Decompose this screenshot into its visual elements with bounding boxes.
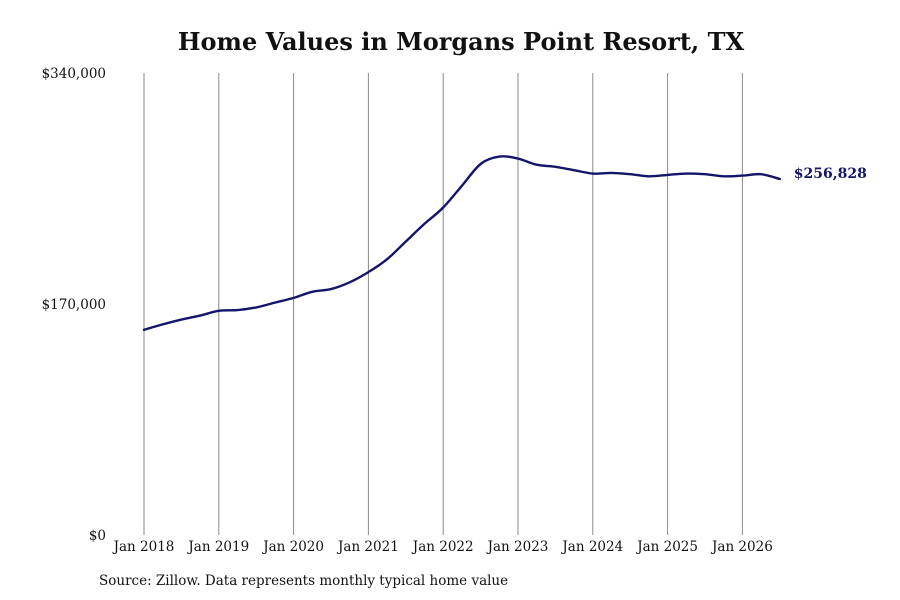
y-tick-label: $170,000	[42, 297, 106, 313]
end-label-layer: $256,828	[794, 166, 867, 182]
x-tick-label: Jan 2023	[486, 539, 549, 555]
x-tick-label: Jan 2019	[186, 539, 249, 555]
x-tick-label: Jan 2022	[411, 539, 474, 555]
gridlines	[143, 73, 743, 535]
x-tick-label: Jan 2021	[336, 539, 399, 555]
source-footnote: Source: Zillow. Data represents monthly …	[99, 573, 509, 589]
x-tick-label: Jan 2020	[261, 539, 324, 555]
series-line	[142, 155, 781, 331]
x-tick-label: Jan 2024	[560, 539, 623, 555]
y-tick-label: $340,000	[42, 66, 106, 82]
x-axis-tick-labels: Jan 2018 Jan 2019 Jan 2020 Jan 2021 Jan 2022…	[112, 539, 773, 555]
chart-title: Home Values in Morgans Point Resort, TX	[177, 27, 745, 56]
end-value-label: $256,828	[794, 166, 867, 182]
x-tick-label: Jan 2018	[112, 539, 175, 555]
y-tick-label: $0	[89, 528, 106, 544]
x-tick-label: Jan 2025	[635, 539, 698, 555]
series-layer	[142, 155, 781, 331]
x-tick-label: Jan 2026	[710, 539, 773, 555]
y-axis-tick-labels: $0 $170,000 $340,000	[42, 66, 106, 544]
